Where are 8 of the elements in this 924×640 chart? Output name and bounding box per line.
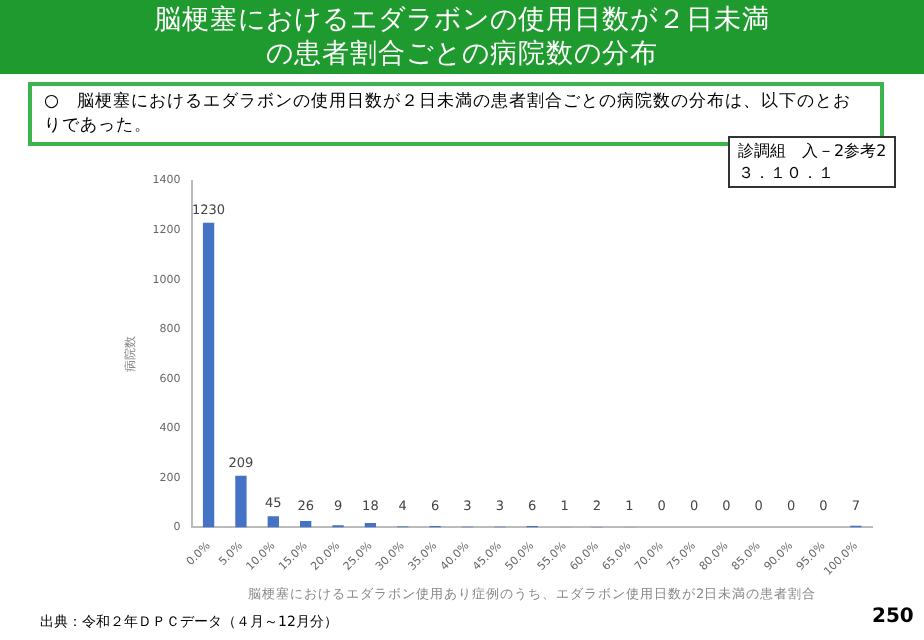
bar: [300, 520, 312, 528]
chart-title: 脳梗塞におけるエダラボンの使用日数が２日未満の患者割合ごとの病院数の分布: [152, 4, 772, 72]
annotation: 診調組 入－2参考2 ３．１０．１: [728, 136, 897, 188]
chart-subtitle: ○ 脳梗塞におけるエダラボンの使用日数が２日未満の患者割合ごとの病院数の分布は、以下のとおりであった。: [44, 92, 851, 136]
bar: [235, 475, 247, 528]
text: 250: [872, 606, 914, 628]
bar: [267, 516, 279, 528]
bar: [202, 222, 215, 528]
